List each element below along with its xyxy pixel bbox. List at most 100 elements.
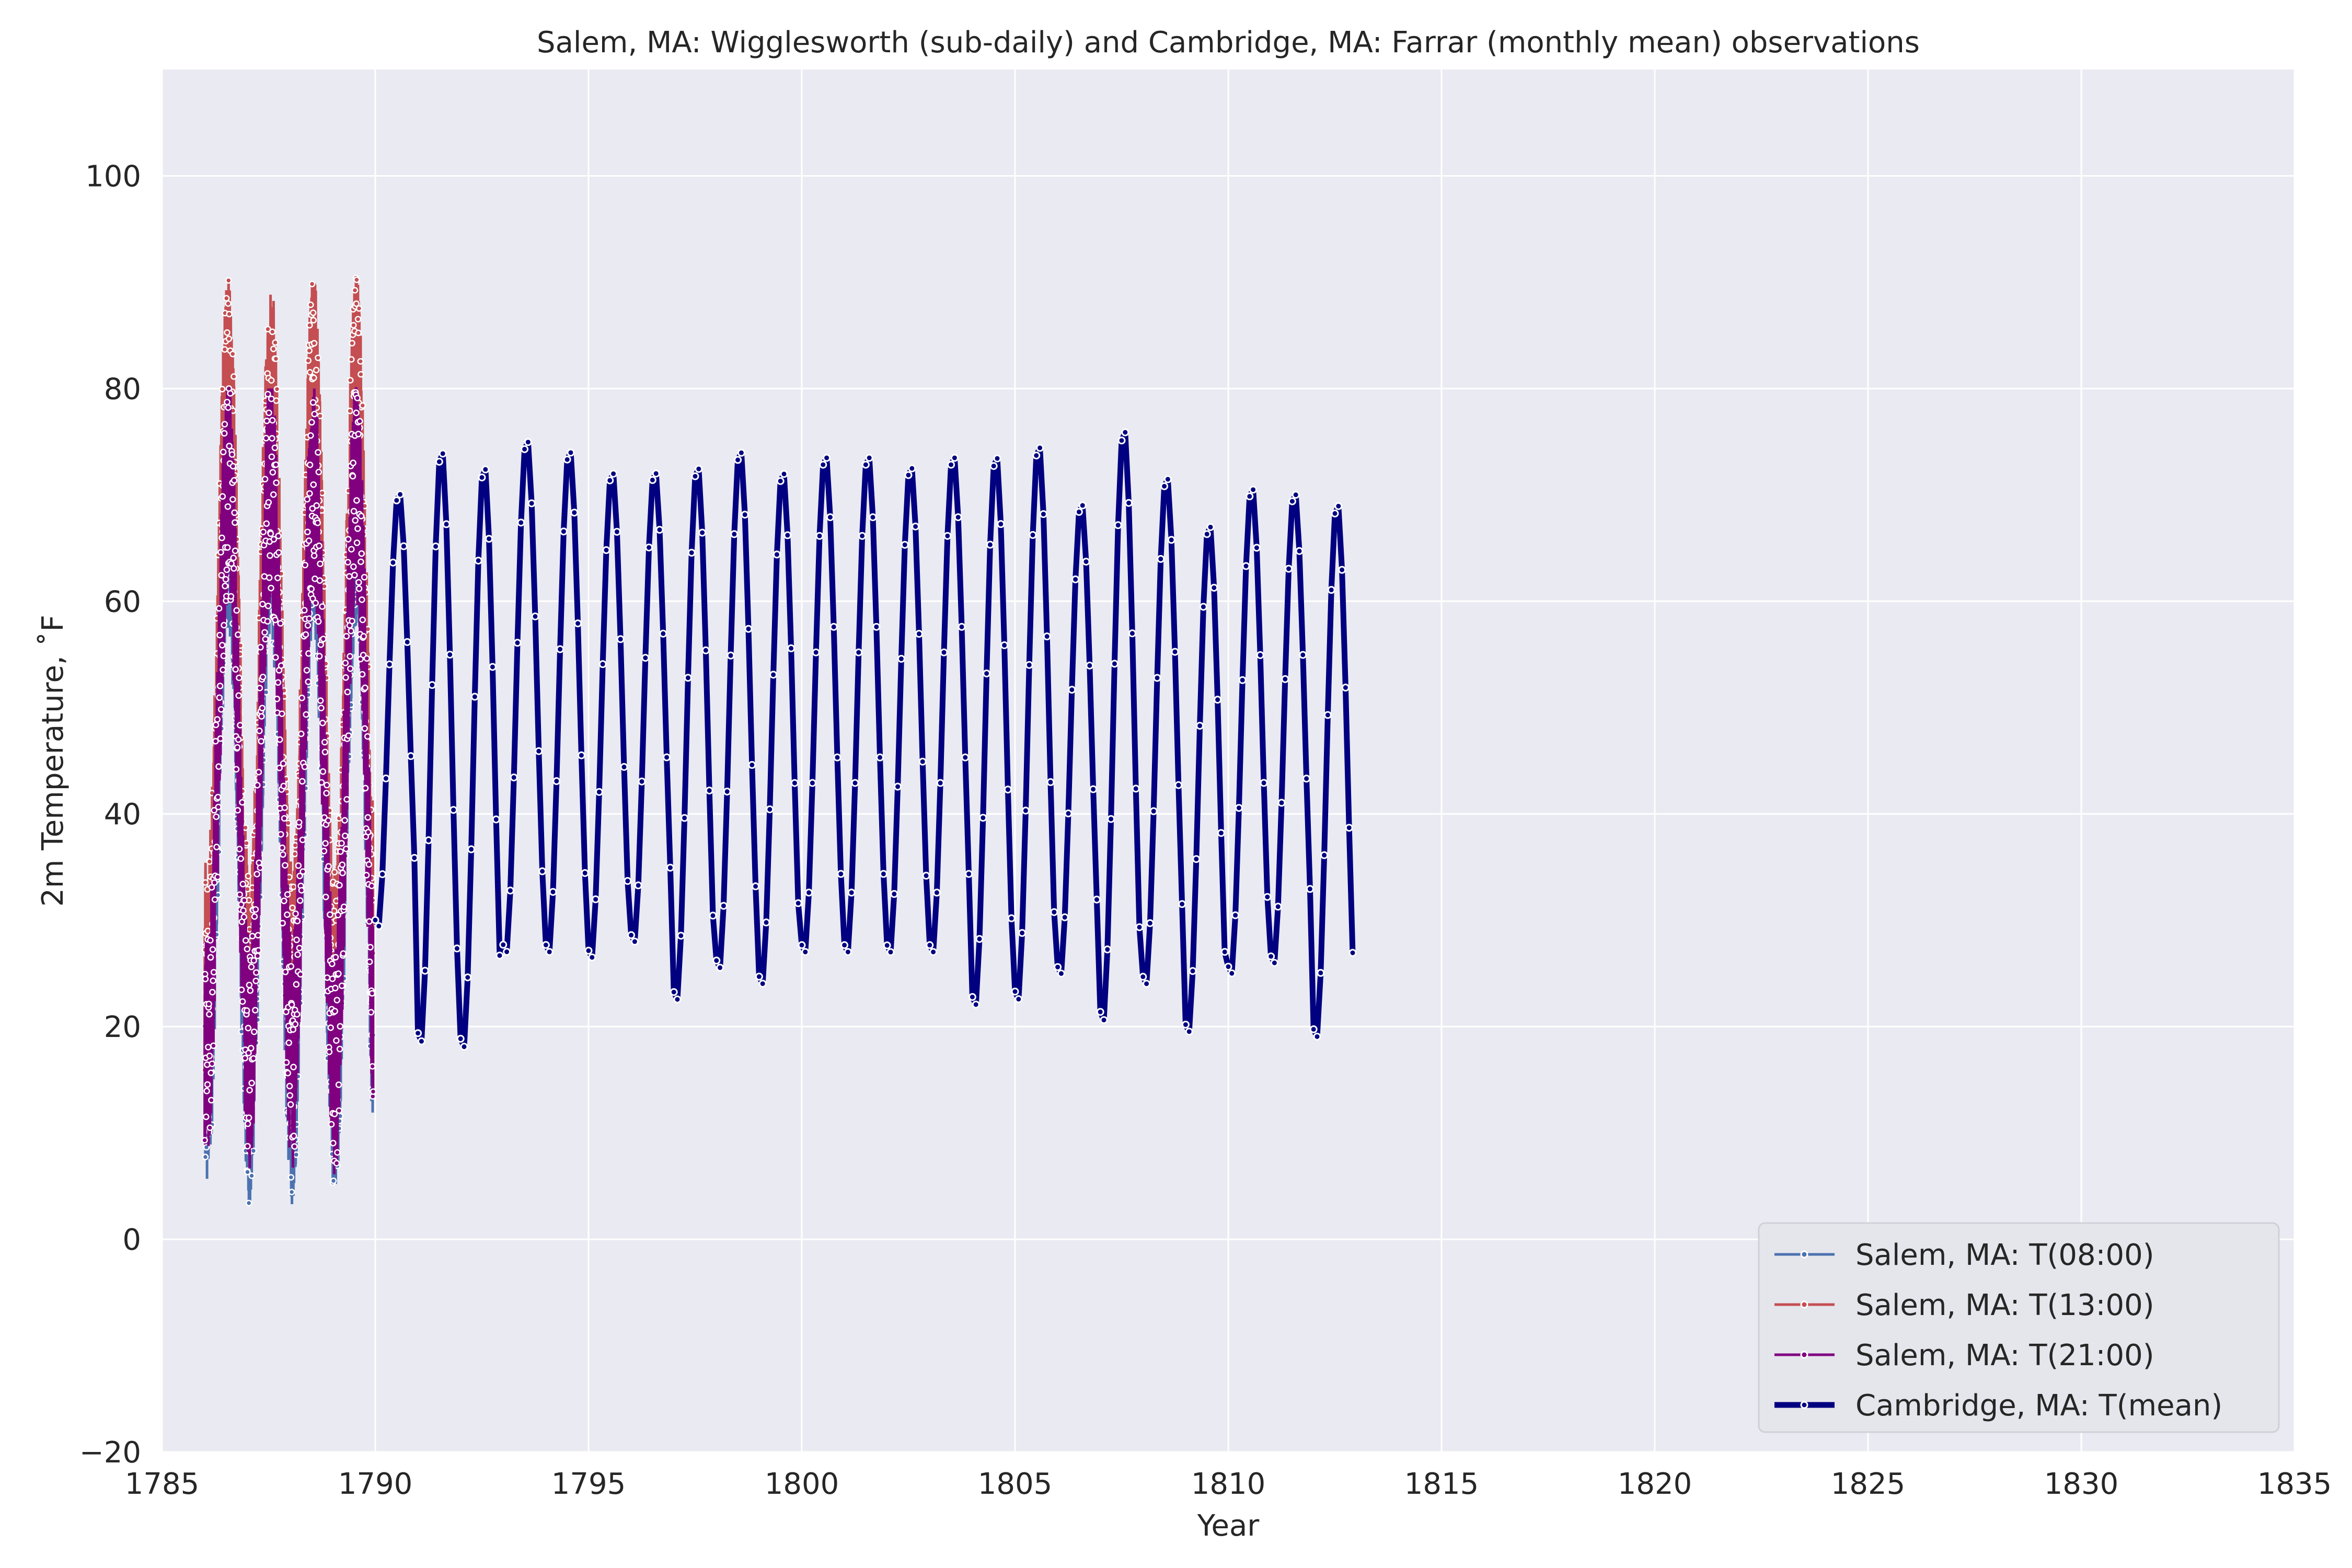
data-point [272,654,279,661]
data-point [273,695,281,702]
data-point [240,914,248,920]
data-point [357,358,364,365]
data-point [235,692,242,699]
data-point [313,502,320,509]
data-point [552,777,561,785]
data-point [340,950,347,957]
data-point [246,1087,253,1094]
data-point [634,881,642,890]
x-tick-label: 1805 [978,1467,1053,1501]
data-point [313,366,320,374]
data-point [227,390,234,397]
data-point [758,979,767,988]
data-point [272,461,280,468]
data-point [972,1000,980,1009]
data-point [280,851,286,858]
data-point [670,988,678,996]
data-point [296,944,303,952]
data-point [648,476,656,484]
data-point [298,887,305,894]
data-point [217,735,224,742]
data-point [1025,661,1033,669]
data-point [1110,660,1119,668]
data-point [296,897,304,904]
data-point [1068,686,1076,694]
data-point [341,832,349,839]
data-point [350,459,356,466]
data-point [613,527,621,536]
data-point [294,951,301,958]
data-point [230,373,237,380]
data-point [306,321,313,329]
data-point [346,573,353,580]
data-point [829,622,838,631]
data-point [270,345,277,352]
data-point [1299,651,1307,659]
data-point [801,948,810,956]
data-point [1086,661,1094,670]
data-point [1214,696,1222,704]
data-point [212,721,220,729]
data-point [201,1137,208,1144]
data-point [286,1092,294,1099]
data-point [961,753,970,762]
data-point [312,599,319,607]
data-point [861,460,870,469]
data-point [847,889,856,897]
data-point [366,918,373,925]
data-point [752,882,760,891]
data-point [269,328,276,336]
data-point [417,1037,425,1045]
data-point [214,716,221,723]
data-point [290,1064,297,1070]
data-point [241,1055,249,1062]
data-point [488,663,497,671]
data-point [954,513,962,522]
data-point [236,891,243,898]
data-point [1064,809,1073,817]
data-point [709,912,717,920]
data-point [876,753,884,762]
data-point [217,549,224,556]
data-point [216,694,223,701]
data-point [257,864,263,871]
data-point [979,814,987,822]
data-point [1103,946,1112,954]
data-point [235,736,242,743]
data-point [341,817,348,824]
data-point [253,871,260,878]
data-point [326,1048,333,1055]
data-point [790,779,799,787]
data-point [240,907,247,914]
data-point [209,1060,215,1067]
data-point [1167,536,1175,544]
data-point [1171,648,1179,656]
data-point [217,706,225,713]
data-point [922,871,930,880]
data-point [1231,911,1240,919]
data-point [349,617,355,625]
data-point [304,496,310,503]
data-point [638,777,646,786]
data-point [535,747,543,755]
data-point [353,539,361,546]
data-point [1252,544,1261,552]
data-point [331,1008,338,1014]
data-point [301,607,308,614]
data-point [1242,562,1250,570]
data-point [275,533,282,539]
data-point [210,1042,217,1050]
data-point [364,814,372,821]
data-point [287,1174,295,1181]
data-point [1263,893,1272,901]
data-point [342,660,349,666]
data-point [207,937,214,944]
data-point [382,774,390,782]
data-point [549,887,557,896]
data-point [343,632,350,640]
data-point [244,1143,251,1150]
series-markers [201,385,377,1167]
data-point [264,390,271,398]
data-point [780,470,788,478]
data-point [290,1026,297,1033]
